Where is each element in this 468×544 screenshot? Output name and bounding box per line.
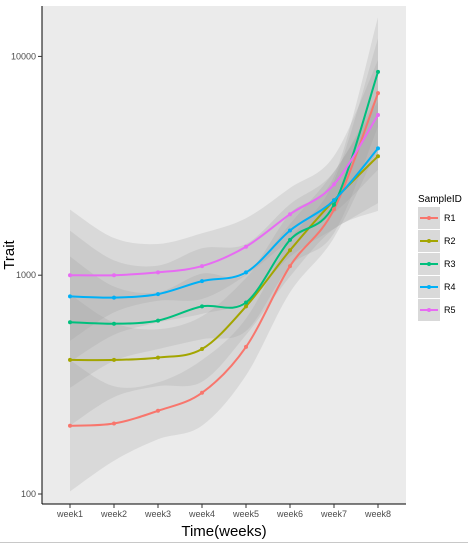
- data-point-r4-week2: [112, 295, 116, 300]
- data-point-r3-week7: [332, 202, 336, 207]
- data-point-r2-week8: [376, 154, 380, 159]
- data-point-r5-week6: [288, 212, 292, 217]
- legend-label-r1: R1: [444, 213, 456, 223]
- series-line-r3: [69, 71, 379, 325]
- data-point-r2-week4: [200, 347, 204, 351]
- data-point-r3-week6: [288, 237, 292, 242]
- data-point-r1-week3: [156, 408, 160, 413]
- data-point-r5-week7: [332, 182, 336, 187]
- data-point-r2-week6: [288, 248, 292, 253]
- data-point-r1-week5: [244, 344, 248, 349]
- data-point-r2-week1: [68, 357, 72, 362]
- data-point-r1-week8: [376, 91, 380, 96]
- x-tick-label: week2: [100, 509, 127, 519]
- data-point-r5-week2: [112, 273, 116, 278]
- y-tick-label: 100: [21, 489, 36, 499]
- legend-label-r3: R3: [444, 259, 456, 269]
- y-axis-title: Trait: [1, 239, 18, 269]
- x-tick-label: week6: [276, 509, 303, 519]
- data-point-r1-week1: [68, 423, 72, 428]
- legend-key-point: [427, 308, 431, 312]
- data-point-r3-week8: [376, 69, 380, 74]
- data-point-r3-week4: [200, 304, 204, 309]
- legend-key-point: [427, 262, 431, 266]
- legend-label-r5: R5: [444, 305, 456, 315]
- data-point-r3-week3: [156, 318, 160, 323]
- data-point-r5-week1: [68, 273, 72, 278]
- x-tick-label: week5: [232, 509, 259, 519]
- legend-title: SampleID: [418, 194, 462, 205]
- y-axis-ticks: 100 1000 10000: [11, 51, 42, 499]
- y-tick-label: 10000: [11, 51, 36, 61]
- data-point-r4-week5: [244, 270, 248, 275]
- data-points: [68, 69, 380, 428]
- confidence-band-r2: [70, 101, 378, 426]
- x-tick-label: week4: [188, 509, 215, 519]
- legend-key-point: [427, 285, 431, 289]
- confidence-band-r5: [70, 60, 378, 341]
- confidence-band-r1: [70, 38, 378, 492]
- data-point-r3-week5: [244, 300, 248, 305]
- data-point-r2-week3: [156, 355, 160, 360]
- data-point-r1-week2: [112, 421, 116, 426]
- data-point-r4-week1: [68, 294, 72, 299]
- legend-key-point: [427, 239, 431, 243]
- data-point-r3-week2: [112, 321, 116, 326]
- legend-label-r2: R2: [444, 236, 456, 246]
- x-tick-label: week8: [364, 509, 391, 519]
- data-point-r4-week7: [332, 198, 336, 203]
- legend: SampleID R1 R2 R3 R4 R5: [418, 194, 462, 321]
- data-point-r1-week4: [200, 390, 204, 395]
- data-point-r1-week7: [332, 207, 336, 212]
- data-point-r4-week4: [200, 279, 204, 284]
- data-point-r4-week8: [376, 146, 380, 151]
- data-point-r4-week6: [288, 228, 292, 233]
- legend-label-r4: R4: [444, 282, 456, 292]
- data-point-r4-week3: [156, 292, 160, 297]
- data-point-r3-week1: [68, 320, 72, 325]
- x-axis-title: Time(weeks): [181, 523, 266, 540]
- data-point-r5-week4: [200, 264, 204, 269]
- data-point-r5-week5: [244, 244, 248, 249]
- data-point-r2-week2: [112, 357, 116, 362]
- data-point-r2-week5: [244, 304, 248, 309]
- data-point-r1-week6: [288, 264, 292, 269]
- data-point-r5-week3: [156, 270, 160, 275]
- data-point-r5-week8: [376, 113, 380, 117]
- x-tick-label: week7: [320, 509, 347, 519]
- x-tick-label: week1: [56, 509, 83, 519]
- x-tick-label: week3: [144, 509, 171, 519]
- plot-panel: [42, 6, 406, 504]
- x-axis-ticks: week1 week2 week3 week4 week5 week6 week7 week8: [56, 504, 391, 519]
- y-tick-label: 1000: [16, 270, 36, 280]
- legend-key-point: [427, 216, 431, 220]
